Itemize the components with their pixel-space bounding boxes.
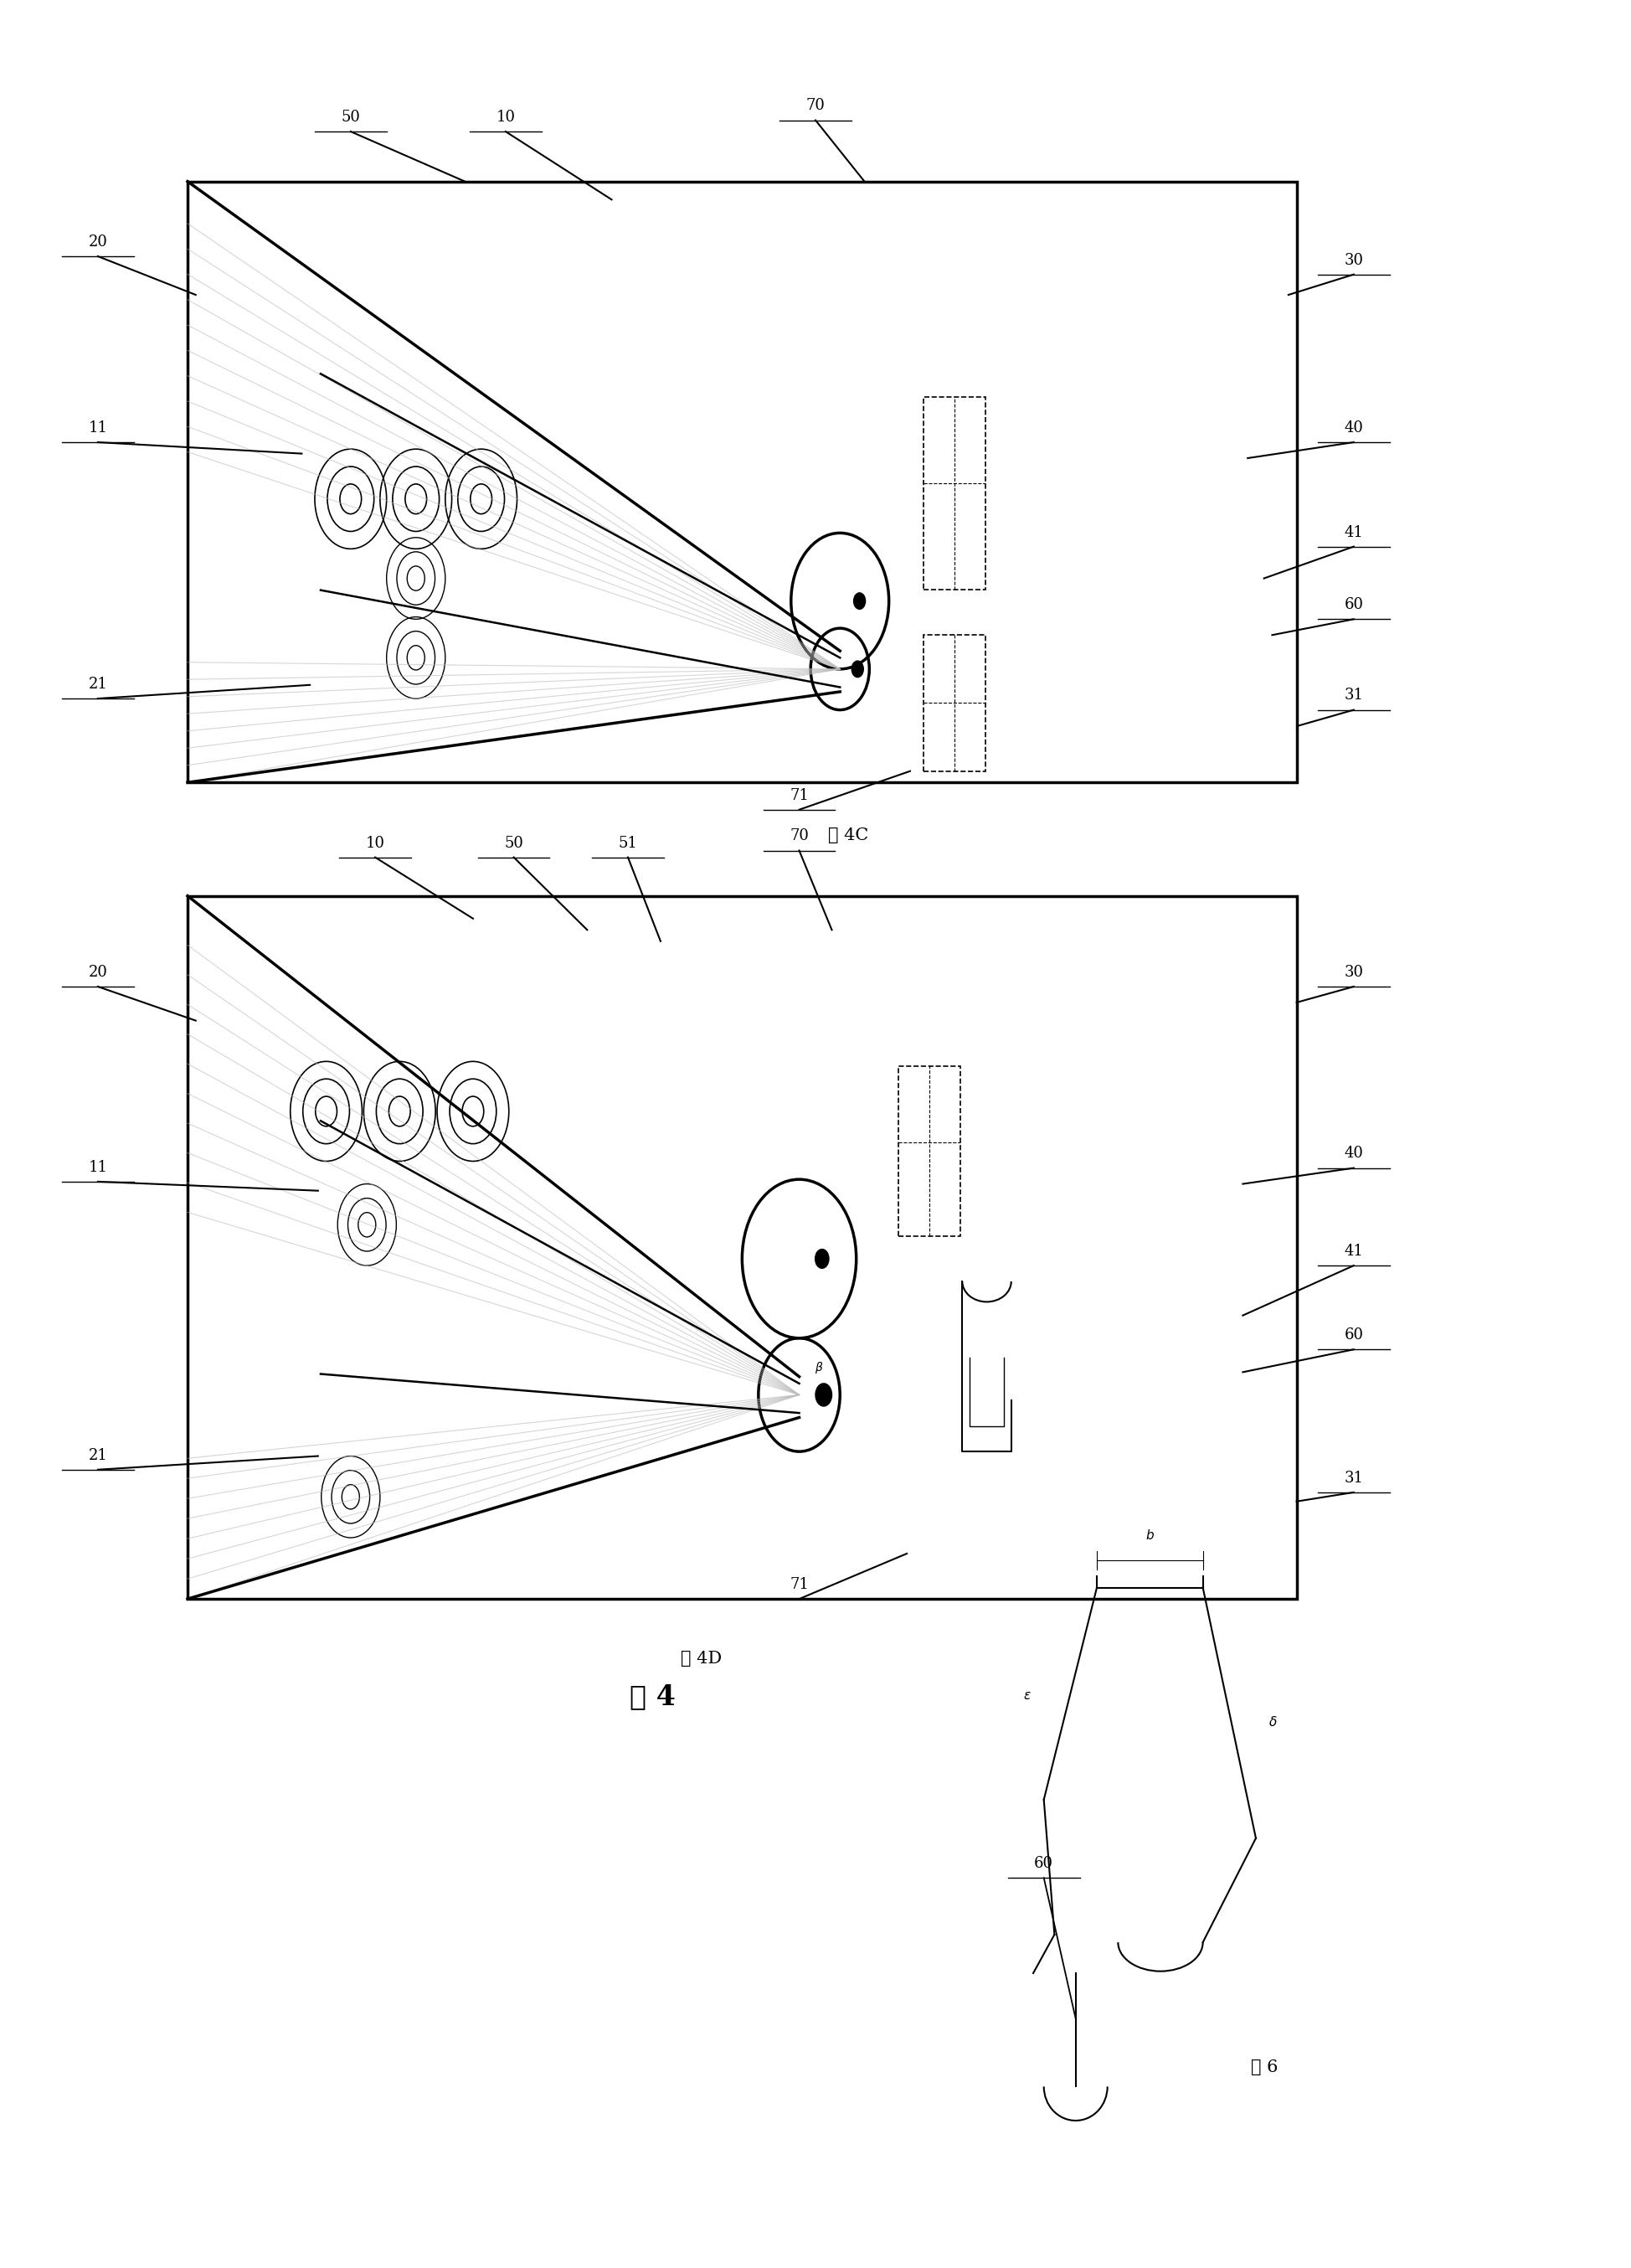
Bar: [923, 397, 985, 590]
Circle shape: [851, 660, 863, 678]
Text: 50: 50: [504, 835, 524, 850]
Text: 60: 60: [1344, 596, 1364, 612]
Text: 图 4: 图 4: [630, 1683, 675, 1710]
Text: 41: 41: [1344, 1243, 1364, 1259]
Text: 31: 31: [1344, 1470, 1364, 1486]
Text: ε: ε: [1024, 1690, 1031, 1701]
Text: 20: 20: [88, 234, 108, 249]
Text: 11: 11: [88, 1159, 108, 1175]
Text: δ: δ: [1269, 1717, 1277, 1728]
Text: 60: 60: [1034, 1855, 1054, 1871]
Text: 图 4D: 图 4D: [680, 1651, 723, 1667]
Text: 21: 21: [88, 676, 108, 692]
Text: 50: 50: [341, 109, 360, 125]
Text: β: β: [816, 1361, 822, 1374]
Bar: [899, 1066, 961, 1236]
Text: 20: 20: [88, 964, 108, 980]
Text: 10: 10: [496, 109, 515, 125]
Text: 41: 41: [1344, 524, 1364, 540]
Bar: [188, 181, 1297, 782]
Text: 60: 60: [1344, 1327, 1364, 1343]
Bar: [923, 635, 985, 771]
Text: 30: 30: [1344, 252, 1364, 268]
Text: 10: 10: [365, 835, 385, 850]
Text: 40: 40: [1344, 420, 1364, 435]
Text: 31: 31: [1344, 687, 1364, 703]
Text: 40: 40: [1344, 1145, 1364, 1161]
Circle shape: [816, 1250, 829, 1268]
Circle shape: [816, 1383, 832, 1406]
Text: 图 4C: 图 4C: [829, 828, 868, 844]
Text: 51: 51: [618, 835, 638, 850]
Text: 70: 70: [789, 828, 809, 844]
Text: 71: 71: [789, 787, 809, 803]
Circle shape: [853, 592, 866, 610]
Text: 30: 30: [1344, 964, 1364, 980]
Text: b: b: [1147, 1529, 1153, 1542]
Text: 71: 71: [789, 1576, 809, 1592]
Bar: [188, 896, 1297, 1599]
Text: 11: 11: [88, 420, 108, 435]
Text: 21: 21: [88, 1447, 108, 1463]
Text: 图 6: 图 6: [1251, 2059, 1277, 2075]
Text: 70: 70: [806, 98, 825, 113]
